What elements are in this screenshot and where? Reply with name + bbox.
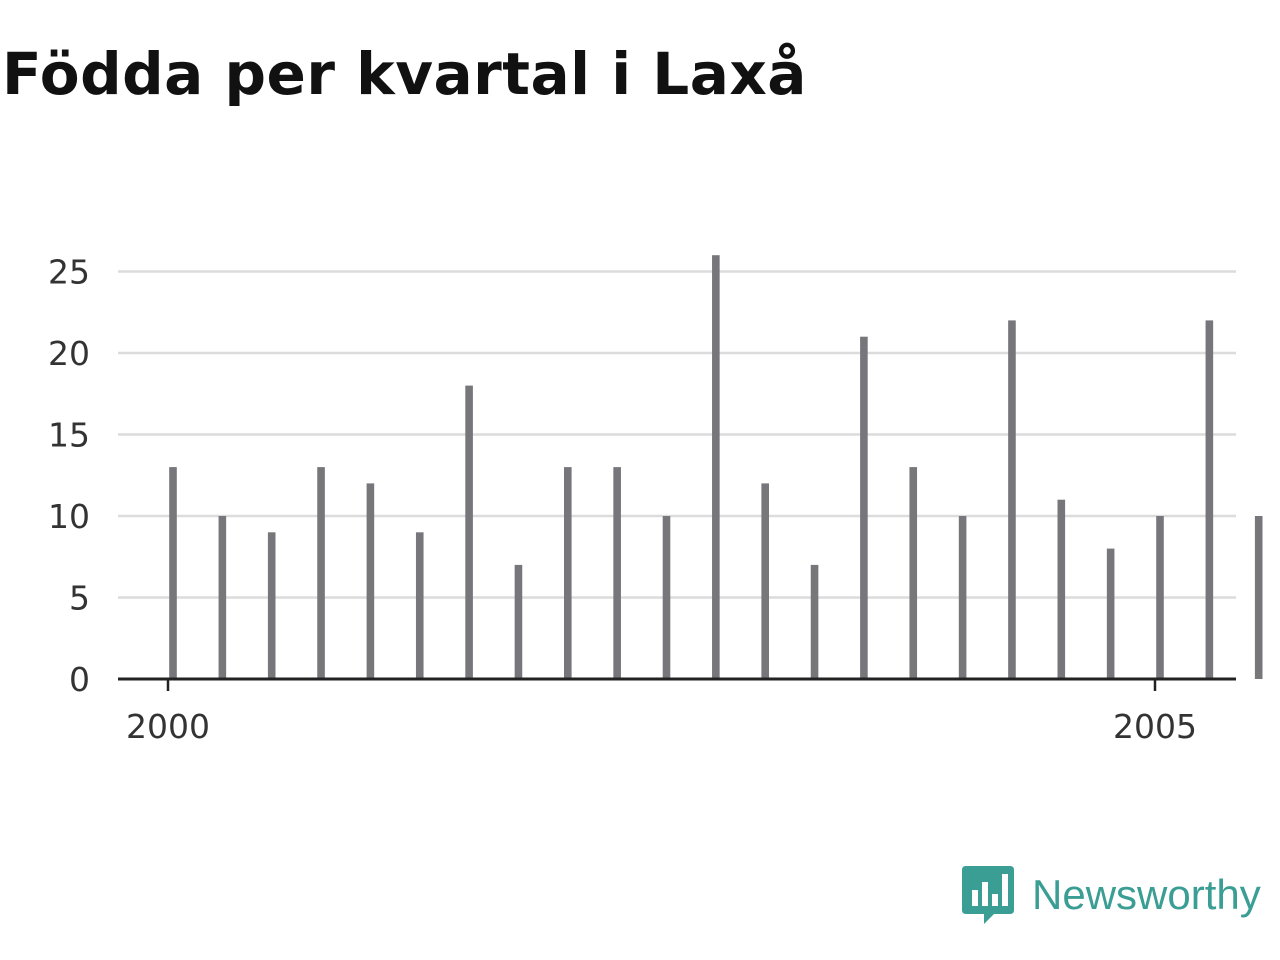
bar xyxy=(712,255,720,679)
bar xyxy=(1008,320,1016,679)
y-tick-label: 10 xyxy=(48,497,90,536)
x-tick-label: 2000 xyxy=(126,707,210,746)
y-tick-label: 0 xyxy=(69,660,90,699)
bar xyxy=(465,385,473,679)
chart-title: Födda per kvartal i Laxå xyxy=(2,40,807,108)
bar xyxy=(613,467,621,679)
bar xyxy=(514,564,523,679)
bar xyxy=(958,516,967,679)
bar xyxy=(909,467,918,679)
bar xyxy=(1254,516,1263,679)
bar xyxy=(564,467,572,679)
bar xyxy=(1057,499,1066,679)
bar xyxy=(662,516,671,679)
bar-chart: 051015202511200020052010201520202025 xyxy=(48,253,1263,746)
y-tick-label: 20 xyxy=(48,334,90,373)
brand-name: Newsworthy xyxy=(1032,871,1261,918)
bar xyxy=(366,483,375,679)
bar xyxy=(1205,320,1214,679)
y-tick-label: 15 xyxy=(48,416,90,455)
newsworthy-brand[interactable]: Newsworthy xyxy=(962,864,1261,926)
bar xyxy=(415,532,424,679)
bar xyxy=(761,483,769,679)
bar xyxy=(810,564,819,679)
y-tick-label: 5 xyxy=(69,579,90,618)
bar xyxy=(860,336,868,679)
y-tick-label: 25 xyxy=(48,253,90,292)
bar xyxy=(169,467,177,679)
bar xyxy=(218,516,227,679)
bar xyxy=(267,532,276,679)
newsworthy-logo-icon xyxy=(962,866,1014,924)
bar xyxy=(1156,516,1164,679)
bar xyxy=(1106,548,1115,679)
x-tick-label: 2005 xyxy=(1113,707,1197,746)
bar xyxy=(317,467,325,679)
